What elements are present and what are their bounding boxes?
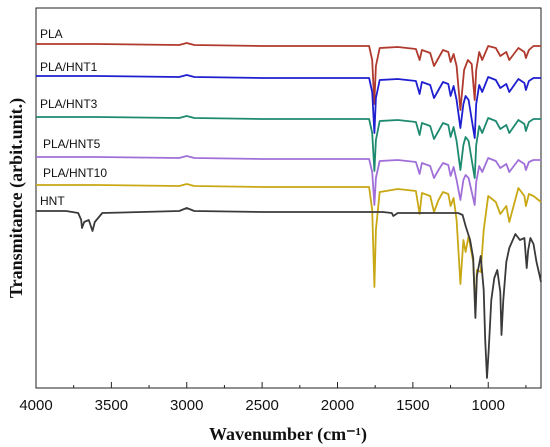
series-labels: PLA PLA/HNT1 PLA/HNT3 PLA/HNT5 PLA/HNT10 HNT — [40, 27, 107, 208]
series-curves — [36, 42, 542, 379]
series-label: PLA/HNT3 — [40, 97, 98, 111]
x-tick-label: 4000 — [19, 397, 52, 414]
series-line — [36, 42, 541, 111]
series-line — [36, 115, 541, 179]
series-label: PLA/HNT1 — [40, 60, 98, 74]
x-axis-title: Wavenumber (cm⁻¹) — [209, 424, 367, 445]
x-axis-ticks: 4000 3500 3000 2500 2000 1500 1000 — [19, 382, 527, 414]
plot-frame — [35, 7, 542, 389]
x-tick-label: 2000 — [321, 397, 354, 414]
series-label: PLA/HNT10 — [43, 166, 107, 180]
x-tick-label: 3500 — [95, 397, 128, 414]
x-tick-label: 1000 — [472, 397, 505, 414]
series-line — [36, 155, 541, 206]
series-label: PLA/HNT5 — [43, 137, 101, 151]
series-label: HNT — [40, 194, 65, 208]
series-line — [36, 183, 542, 313]
series-line — [36, 207, 542, 379]
series-label: PLA — [40, 27, 63, 41]
y-axis-title: Transmitance (arbit.unit.) — [6, 98, 27, 298]
x-tick-label: 1500 — [396, 397, 429, 414]
x-tick-label: 3000 — [170, 397, 203, 414]
x-tick-label: 2500 — [245, 397, 278, 414]
series-line — [36, 74, 541, 139]
